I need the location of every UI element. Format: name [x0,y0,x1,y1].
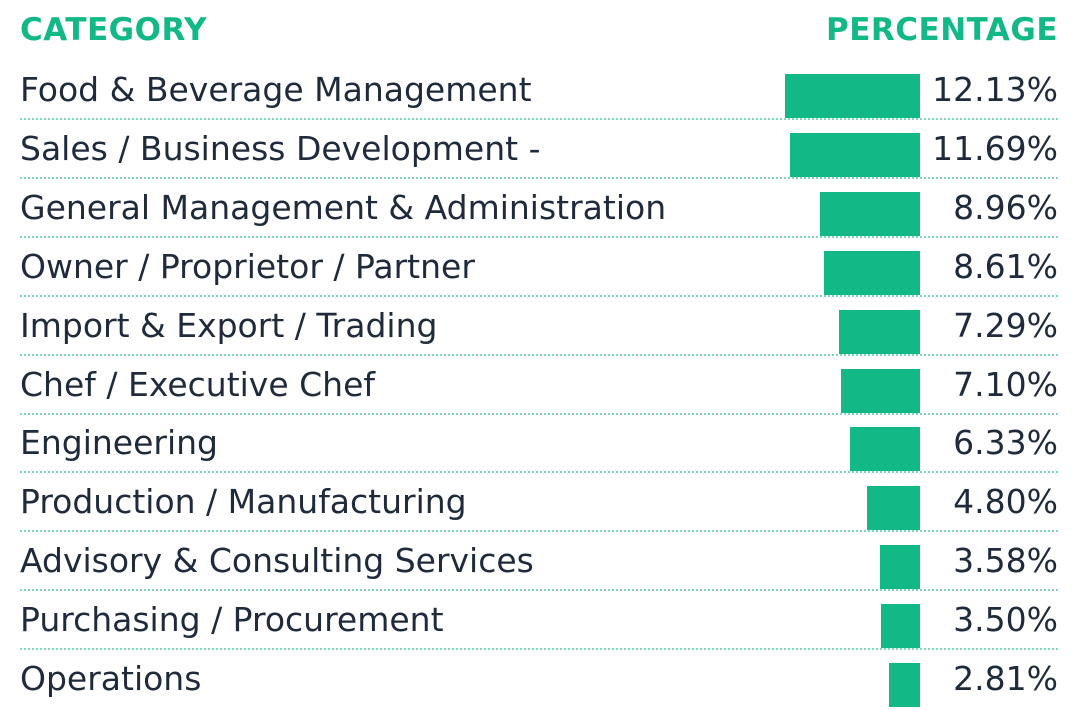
percentage-bar [820,191,920,236]
table-row: Owner / Proprietor / Partner 8.61% [0,239,1080,297]
table-row: General Management & Administration 8.96% [0,180,1080,238]
row-divider [20,118,1058,120]
category-label: General Management & Administration [20,187,667,227]
table-row: Food & Beverage Management 12.13% [0,62,1080,120]
percentage-bar [785,74,920,118]
category-label: Food & Beverage Management [20,70,532,109]
percentage-bar [841,368,920,413]
row-divider [20,353,1058,356]
category-label: Purchasing / Procurement [20,600,444,640]
percentage-bar [839,309,920,354]
percentage-bar [867,486,920,531]
percentage-value: 12.13% [932,70,1058,109]
category-bar-list: Food & Beverage Management 12.13% Sales / … [0,62,1080,710]
row-divider [20,589,1058,592]
category-column-header: CATEGORY [20,12,208,48]
table-row: Operations 2.81% [0,651,1080,709]
percentage-value: 6.33% [953,423,1058,463]
percentage-bar [880,545,920,590]
percentage-value: 2.81% [953,659,1058,698]
percentage-value: 4.80% [953,482,1058,522]
category-label: Chef / Executive Chef [20,364,376,404]
percentage-value: 11.69% [932,128,1058,168]
percentage-bar [881,604,920,649]
table-row: Sales / Business Development - 11.69% [0,121,1080,179]
percentage-bar [824,250,920,295]
category-label: Sales / Business Development - [20,128,541,168]
percentage-bar [850,427,920,472]
category-label: Production / Manufacturing [20,482,467,522]
table-header: CATEGORY PERCENTAGE [0,0,1080,62]
table-row: Import & Export / Trading 7.29% [0,298,1080,356]
percentage-value: 3.58% [953,541,1058,581]
percentage-bar [889,663,920,707]
percentage-value: 8.61% [953,246,1058,286]
percentage-value: 7.10% [953,364,1058,404]
category-label: Engineering [20,423,218,463]
percentage-column-header: PERCENTAGE [826,12,1058,48]
category-label: Import & Export / Trading [20,305,438,345]
table-row: Purchasing / Procurement 3.50% [0,592,1080,651]
percentage-value: 8.96% [953,187,1058,227]
row-divider [20,530,1058,533]
row-divider [20,294,1058,297]
percentage-value: 3.50% [953,600,1058,640]
table-row: Engineering 6.33% [0,415,1080,474]
table-row: Production / Manufacturing 4.80% [0,474,1080,533]
table-row: Advisory & Consulting Services 3.58% [0,533,1080,592]
table-row: Chef / Executive Chef 7.10% [0,357,1080,415]
row-divider [20,648,1058,651]
row-divider [20,176,1058,179]
row-divider [20,412,1058,415]
row-divider [20,235,1058,238]
category-label: Operations [20,659,202,698]
percentage-bar [790,132,920,177]
percentage-value: 7.29% [953,305,1058,345]
row-divider [20,471,1058,474]
category-label: Advisory & Consulting Services [20,541,534,581]
category-label: Owner / Proprietor / Partner [20,246,475,286]
